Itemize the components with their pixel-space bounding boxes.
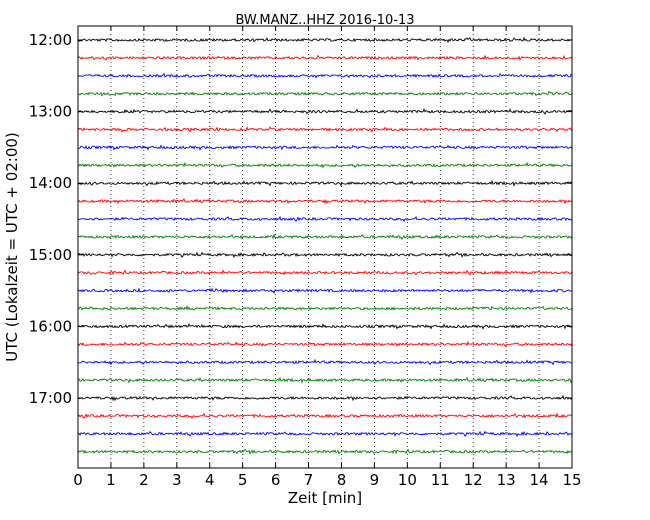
x-tick-label: 10: [398, 471, 417, 489]
trace-line: [77, 144, 573, 151]
y-tick-label: 14:00: [29, 174, 72, 192]
trace-line: [77, 305, 573, 311]
grid-lines: [110, 26, 540, 468]
x-tick-label: 11: [431, 471, 450, 489]
trace-line: [77, 161, 573, 169]
chart-title: BW.MANZ..HHZ 2016-10-13: [235, 13, 414, 28]
x-axis: 0 1 2 3 4 5 6 7 8 9 10 11 12 13 14 15: [73, 26, 582, 489]
y-axis: 12:00 13:00 14:00 15:00 16:00 17:00: [29, 31, 572, 407]
x-tick-label: 9: [370, 471, 380, 489]
trace-line: [77, 358, 573, 366]
y-tick-label: 13:00: [29, 103, 72, 121]
x-tick-label: 7: [304, 471, 314, 489]
trace-line: [77, 36, 573, 44]
trace-line: [77, 269, 573, 276]
trace-line: [77, 233, 573, 241]
trace-line: [77, 340, 573, 347]
trace-line: [77, 90, 573, 97]
y-tick-label: 17:00: [29, 389, 72, 407]
trace-line: [77, 287, 573, 295]
x-tick-label: 3: [172, 471, 182, 489]
x-tick-label: 0: [73, 471, 83, 489]
trace-line: [77, 430, 573, 438]
x-tick-label: 1: [106, 471, 116, 489]
x-tick-label: 13: [497, 471, 516, 489]
plot-frame: [77, 25, 573, 469]
y-tick-label: 15:00: [29, 246, 72, 264]
x-tick-label: 8: [337, 471, 347, 489]
x-tick-label: 2: [139, 471, 149, 489]
y-tick-label: 12:00: [29, 31, 72, 49]
x-tick-label: 15: [562, 471, 581, 489]
trace-line: [77, 54, 573, 61]
trace-line: [77, 322, 573, 330]
trace-line: [77, 72, 573, 79]
x-tick-label: 12: [464, 471, 483, 489]
trace-line: [77, 412, 573, 419]
trace-line: [77, 215, 573, 222]
trace-line: [77, 448, 573, 455]
x-tick-label: 5: [238, 471, 248, 489]
y-tick-label: 16:00: [29, 317, 72, 335]
trace-line: [77, 376, 573, 384]
trace-line: [77, 197, 573, 205]
x-tick-label: 6: [271, 471, 281, 489]
trace-line: [77, 108, 573, 115]
x-axis-label: Zeit [min]: [288, 489, 362, 507]
trace-line: [77, 394, 573, 402]
trace-line: [77, 179, 573, 187]
y-axis-label: UTC (Lokalzeit = UTC + 02:00): [3, 132, 21, 362]
x-tick-label: 4: [205, 471, 215, 489]
trace-line: [77, 126, 573, 133]
trace-line: [77, 251, 573, 259]
traces: [77, 36, 573, 455]
x-tick-label: 14: [530, 471, 549, 489]
